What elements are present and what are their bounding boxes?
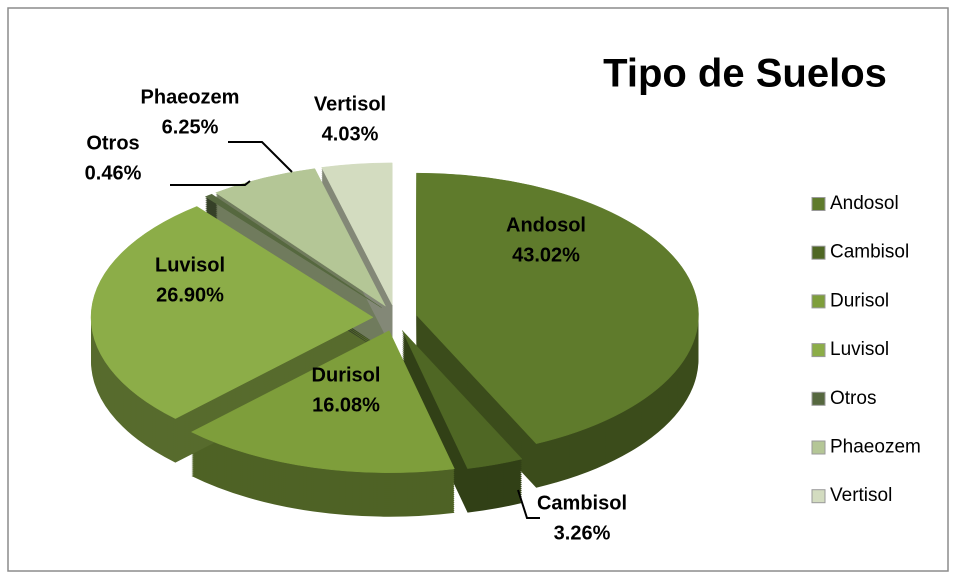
data-label-value: 4.03% <box>322 123 379 145</box>
data-label-name: Vertisol <box>314 93 386 115</box>
legend-label: Vertisol <box>830 485 892 506</box>
legend-swatch <box>811 489 826 504</box>
slice <box>321 162 393 306</box>
leader-line <box>170 180 251 186</box>
data-label-name: Cambisol <box>537 492 627 514</box>
slice <box>190 330 455 473</box>
leader-line <box>517 489 540 519</box>
chart-title: Tipo de Suelos <box>603 52 887 96</box>
legend-swatch <box>811 440 826 455</box>
pie <box>90 162 699 517</box>
legend: Andosol Cambisol Durisol Luvisol Otros Phaeoz… <box>811 193 921 506</box>
legend-label: Durisol <box>830 290 889 311</box>
data-label-value: 26.90% <box>156 284 224 306</box>
leader-line <box>228 141 293 173</box>
legend-swatch <box>811 343 826 358</box>
data-label-name: Durisol <box>312 364 381 386</box>
legend-swatch <box>811 197 826 211</box>
data-label-value: 43.02% <box>512 244 580 266</box>
data-label-value: 3.26% <box>554 522 611 544</box>
data-label-name: Otros <box>86 132 139 154</box>
slice <box>215 168 387 307</box>
legend-label: Luvisol <box>830 339 889 360</box>
data-label-name: Phaeozem <box>141 86 240 108</box>
data-label-name: Luvisol <box>155 254 225 276</box>
legend-swatch <box>811 294 826 309</box>
legend-label: Otros <box>830 388 876 409</box>
data-label-value: 6.25% <box>162 116 219 138</box>
data-label-value: 16.08% <box>312 394 380 416</box>
data-labels: Andosol 43.02% Cambisol 3.26% Durisol 16.08% L… <box>85 86 627 544</box>
legend-swatch <box>811 245 826 260</box>
legend-label: Phaeozem <box>830 437 921 458</box>
slice <box>204 193 382 308</box>
slice <box>416 172 699 444</box>
slice <box>90 206 374 419</box>
legend-label: Andosol <box>830 193 899 214</box>
data-label-name: Andosol <box>506 214 586 236</box>
legend-label: Cambisol <box>830 242 909 263</box>
legend-swatch <box>811 391 826 406</box>
slice <box>402 330 523 469</box>
data-label-value: 0.46% <box>85 162 142 184</box>
